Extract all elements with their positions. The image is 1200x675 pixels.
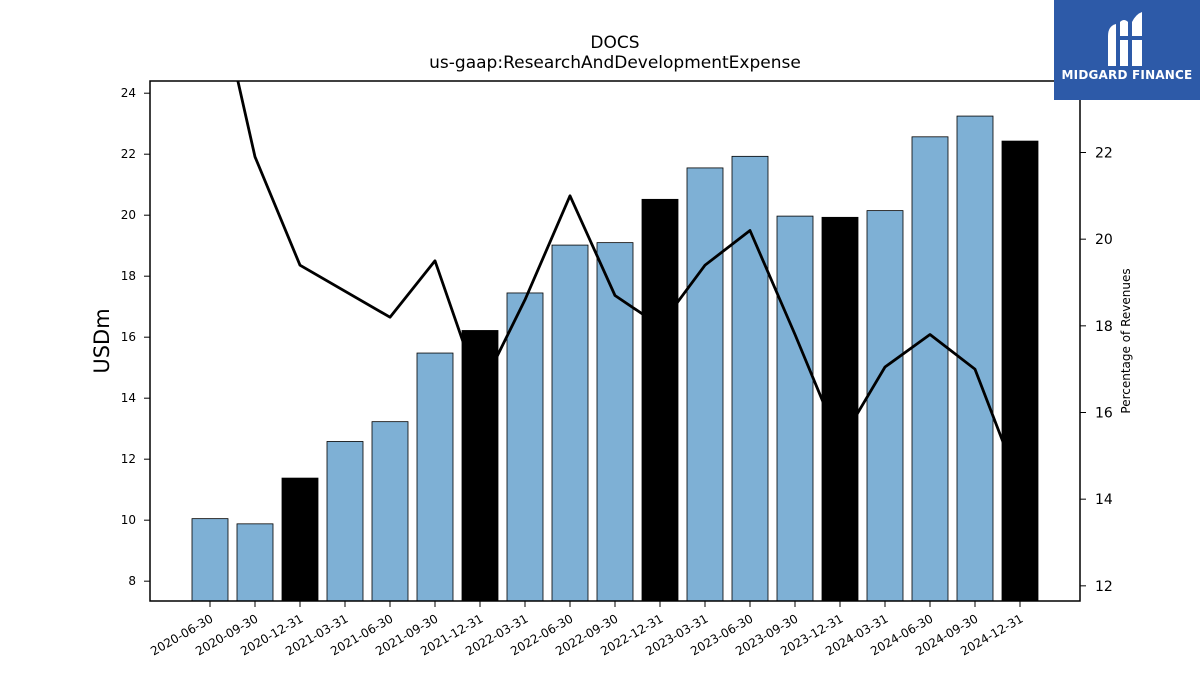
- bar-2020-09-30: [236, 523, 274, 602]
- bar-2024-06-30: [911, 136, 949, 602]
- y-tick-label: 24: [121, 86, 136, 100]
- bar-2020-12-31: [281, 477, 319, 602]
- y-tick-label: 18: [121, 269, 136, 283]
- bar-2023-09-30: [776, 215, 814, 602]
- bar-2021-03-31: [326, 441, 364, 602]
- logo: MIDGARD FINANCE: [1054, 0, 1200, 100]
- y-tick-label: 20: [121, 208, 136, 222]
- y-tick-label: 22: [121, 147, 136, 161]
- y2-tick-label: 20: [1095, 232, 1113, 248]
- logo-mark-icon: [1108, 12, 1142, 66]
- y-axis-left: 8 10 12 14 16 18 20 22 24: [121, 86, 150, 588]
- y-tick-label: 12: [121, 452, 136, 466]
- bar-2021-06-30: [371, 421, 409, 602]
- revenue-percentage-line: [236, 81, 1022, 487]
- chart-title: DOCS: [590, 33, 639, 53]
- line-series-group: [236, 81, 1022, 487]
- y2-tick-label: 12: [1095, 579, 1113, 595]
- y2-tick-label: 14: [1095, 492, 1113, 508]
- y-tick-label: 16: [121, 330, 136, 344]
- y2-tick-label: 16: [1095, 406, 1113, 422]
- bar-2021-12-31: [461, 330, 499, 602]
- bar-2022-06-30: [551, 244, 589, 602]
- y-axis-label: USDm: [90, 308, 114, 373]
- bars-group: [191, 115, 1039, 602]
- bar-2024-12-31: [1001, 140, 1039, 602]
- bar-2021-09-30: [416, 352, 454, 602]
- y-axis-right: 12 14 16 18 20 22: [1080, 146, 1113, 595]
- y-tick-label: 14: [121, 391, 136, 405]
- y2-tick-label: 18: [1095, 319, 1113, 335]
- y2-axis-label: Percentage of Revenues: [1119, 268, 1133, 413]
- bar-2023-03-31: [686, 167, 724, 602]
- y-tick-label: 8: [128, 574, 136, 588]
- y2-tick-label: 22: [1095, 146, 1113, 162]
- logo-text: MIDGARD FINANCE: [1061, 68, 1193, 82]
- bar-2023-06-30: [731, 155, 769, 602]
- chart-subtitle: us-gaap:ResearchAndDevelopmentExpense: [429, 53, 801, 73]
- bar-2024-03-31: [866, 210, 904, 602]
- x-axis: 2020-06-302020-09-302020-12-312021-03-31…: [148, 601, 1026, 658]
- bar-2022-12-31: [641, 198, 679, 602]
- bar-2023-12-31: [821, 216, 859, 602]
- y-tick-label: 10: [121, 513, 136, 527]
- bar-2022-03-31: [506, 292, 544, 602]
- bar-2020-06-30: [191, 518, 229, 602]
